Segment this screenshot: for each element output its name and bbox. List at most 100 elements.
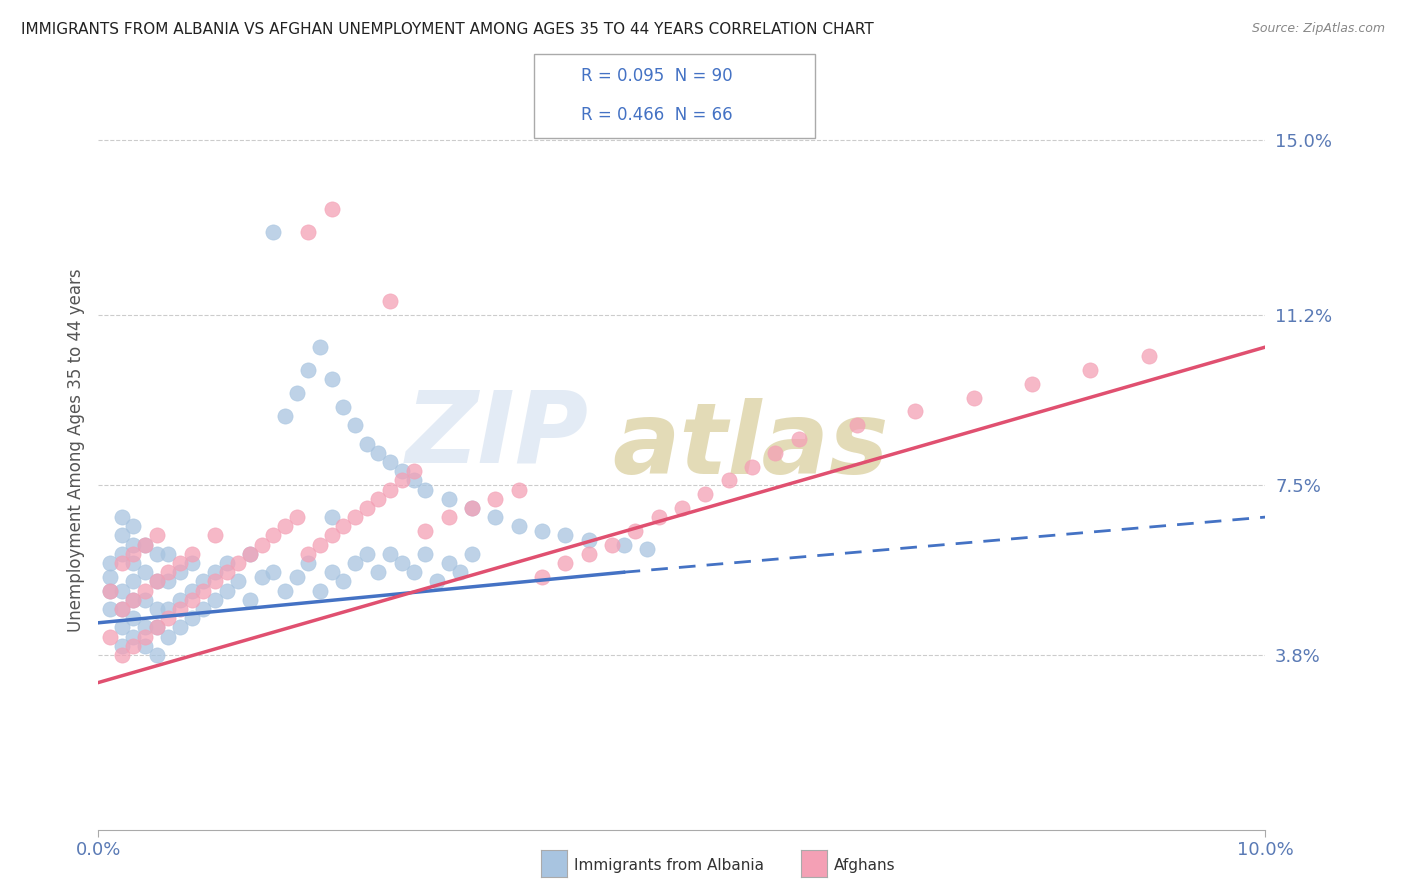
Point xyxy=(157,611,180,625)
Text: atlas: atlas xyxy=(612,398,889,495)
Text: R = 0.466  N = 66: R = 0.466 N = 66 xyxy=(581,105,733,123)
Point xyxy=(146,648,169,662)
Point xyxy=(111,602,134,616)
Point xyxy=(122,639,145,653)
Point xyxy=(157,547,180,561)
Point xyxy=(215,566,238,580)
Point xyxy=(180,556,202,570)
Point xyxy=(122,592,145,607)
Y-axis label: Unemployment Among Ages 35 to 44 years: Unemployment Among Ages 35 to 44 years xyxy=(66,268,84,632)
Point xyxy=(122,556,145,570)
Point xyxy=(344,418,367,433)
Point xyxy=(297,547,319,561)
Point xyxy=(309,583,332,598)
Point xyxy=(111,528,134,542)
Point xyxy=(274,519,297,533)
Point xyxy=(554,556,576,570)
Point xyxy=(321,202,343,217)
Point xyxy=(671,500,693,515)
Point xyxy=(437,556,460,570)
Point xyxy=(180,547,202,561)
Point xyxy=(204,528,226,542)
Point xyxy=(413,524,436,538)
Point xyxy=(98,602,121,616)
Point xyxy=(111,556,134,570)
Point xyxy=(285,386,308,401)
Point xyxy=(146,620,169,634)
Point xyxy=(508,483,530,497)
Point xyxy=(437,491,460,506)
Point xyxy=(157,630,180,644)
Point xyxy=(321,566,343,580)
Point xyxy=(134,620,156,634)
Point xyxy=(146,547,169,561)
Point xyxy=(332,574,354,589)
Point xyxy=(250,538,273,552)
Point xyxy=(309,340,332,354)
Point xyxy=(763,446,786,460)
Point xyxy=(146,574,169,589)
Point xyxy=(461,547,484,561)
Point xyxy=(146,574,169,589)
Point xyxy=(695,487,717,501)
Point xyxy=(157,602,180,616)
Point xyxy=(193,583,215,598)
Point xyxy=(157,574,180,589)
Point xyxy=(262,566,284,580)
Point xyxy=(193,602,215,616)
Point xyxy=(530,524,553,538)
Point xyxy=(122,538,145,552)
Point xyxy=(111,620,134,634)
Point xyxy=(111,510,134,524)
Point xyxy=(215,556,238,570)
Point xyxy=(122,574,145,589)
Point xyxy=(111,602,134,616)
Text: IMMIGRANTS FROM ALBANIA VS AFGHAN UNEMPLOYMENT AMONG AGES 35 TO 44 YEARS CORRELA: IMMIGRANTS FROM ALBANIA VS AFGHAN UNEMPL… xyxy=(21,22,875,37)
Point xyxy=(846,418,869,433)
Point xyxy=(111,648,134,662)
Point xyxy=(262,225,284,239)
Point xyxy=(146,620,169,634)
Text: Immigrants from Albania: Immigrants from Albania xyxy=(574,858,763,872)
Point xyxy=(204,592,226,607)
Point xyxy=(180,592,202,607)
Point xyxy=(321,528,343,542)
Point xyxy=(1080,363,1102,377)
Point xyxy=(122,592,145,607)
Point xyxy=(297,363,319,377)
Point xyxy=(413,483,436,497)
Point xyxy=(122,519,145,533)
Point xyxy=(169,602,191,616)
Point xyxy=(449,566,471,580)
Point xyxy=(367,446,389,460)
Point xyxy=(274,409,297,423)
Point xyxy=(391,473,413,487)
Point xyxy=(111,583,134,598)
Point xyxy=(402,464,425,478)
Point xyxy=(134,538,156,552)
Point xyxy=(239,547,262,561)
Point xyxy=(321,372,343,386)
Point xyxy=(413,547,436,561)
Point xyxy=(367,566,389,580)
Point xyxy=(169,592,191,607)
Point xyxy=(356,547,378,561)
Point xyxy=(787,432,810,446)
Text: ZIP: ZIP xyxy=(405,387,589,483)
Point xyxy=(484,491,506,506)
Point xyxy=(402,473,425,487)
Point xyxy=(98,556,121,570)
Point xyxy=(111,547,134,561)
Point xyxy=(134,583,156,598)
Point xyxy=(285,570,308,584)
Point xyxy=(1137,349,1160,363)
Text: R = 0.095  N = 90: R = 0.095 N = 90 xyxy=(581,68,733,86)
Point xyxy=(122,547,145,561)
Point xyxy=(297,225,319,239)
Point xyxy=(228,556,250,570)
Point xyxy=(367,491,389,506)
Point xyxy=(426,574,449,589)
Point xyxy=(344,556,367,570)
Point xyxy=(204,566,226,580)
Point xyxy=(239,547,262,561)
